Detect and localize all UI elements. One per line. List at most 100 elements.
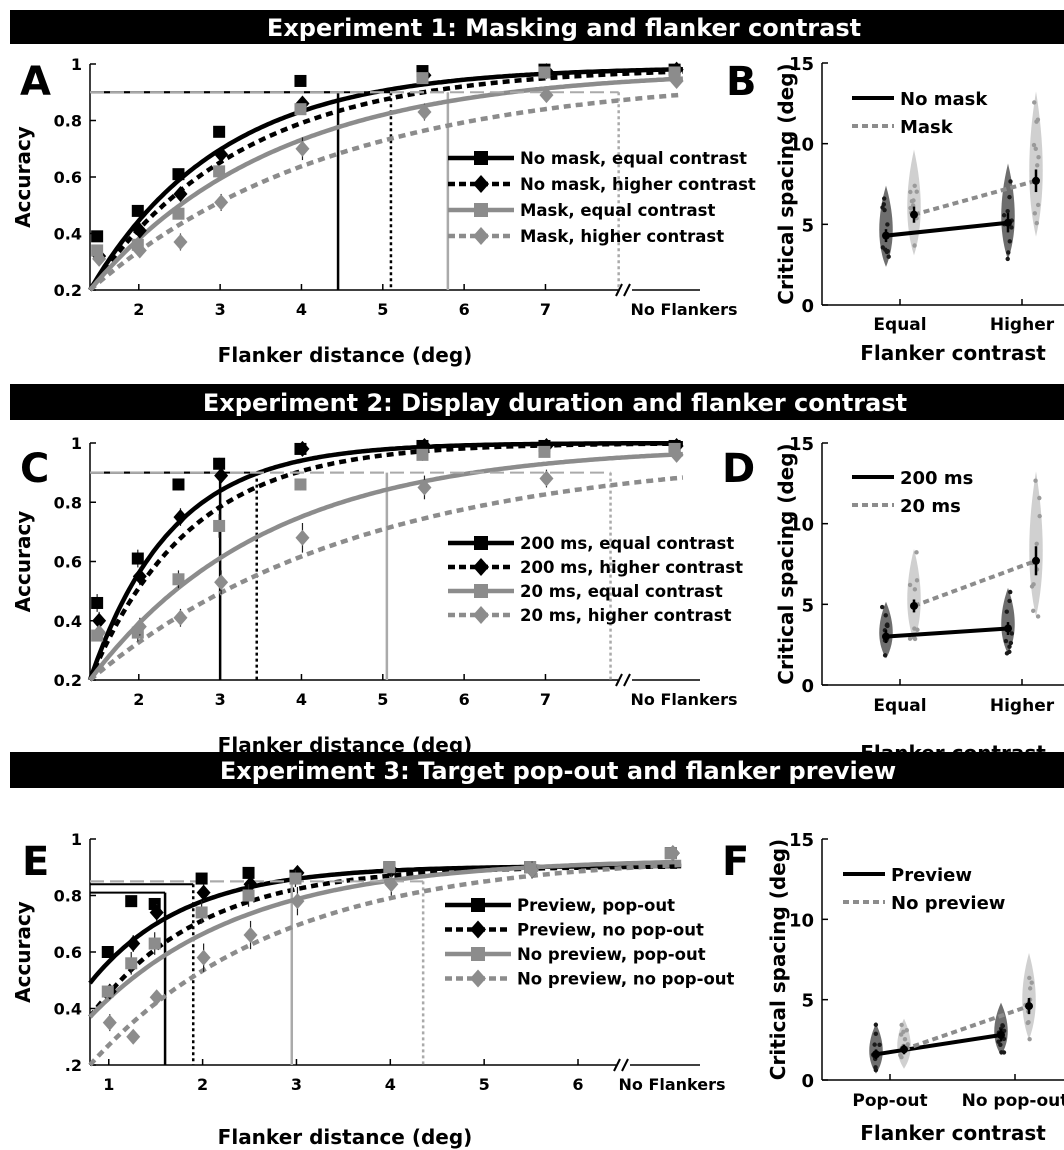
x-axis-title: Flanker contrast <box>860 741 1046 765</box>
x-tick-label: 3 <box>215 300 226 319</box>
participant-dot <box>998 1042 1003 1048</box>
x-tick-label: 1 <box>103 1075 114 1094</box>
participant-dot <box>873 1022 879 1027</box>
participant-dot <box>905 1042 910 1047</box>
participant-dot <box>873 1031 879 1036</box>
y-tick-label: 0.4 <box>54 1000 82 1019</box>
participant-dot <box>882 207 887 213</box>
marker-diamond <box>384 876 399 893</box>
participant-dot <box>1027 986 1033 991</box>
x-tick-label: 5 <box>479 1075 490 1094</box>
participant-dot <box>1037 495 1042 501</box>
participant-dot <box>908 189 913 195</box>
y-tick-label: 1 <box>71 434 82 453</box>
legend-label: 200 ms, equal contrast <box>520 534 734 553</box>
x-tick-label: 2 <box>133 300 144 319</box>
legend-marker-diamond <box>473 175 489 193</box>
violin <box>1001 587 1015 654</box>
legend-marker-diamond <box>473 227 489 245</box>
marker-square <box>125 895 138 908</box>
legend-label: 20 ms <box>900 496 961 517</box>
y-axis-title: Accuracy <box>11 126 35 228</box>
fit-curve-2 <box>88 451 684 682</box>
participant-dot <box>1009 631 1015 636</box>
y-tick-label: 10 <box>789 910 814 931</box>
panel-letter-d: D <box>722 446 755 492</box>
marker-diamond <box>102 1014 117 1031</box>
participant-dot <box>1005 256 1010 262</box>
x-tick-label: Equal <box>873 696 926 716</box>
x-tick-label: 6 <box>459 300 470 319</box>
x-tick-label-no-flankers: No Flankers <box>618 1075 725 1094</box>
marker-diamond <box>665 845 680 862</box>
y-tick-label: 0.8 <box>54 887 82 906</box>
y-tick-label: 0.2 <box>54 281 82 300</box>
marker-square <box>172 478 185 491</box>
fit-curve-0 <box>88 67 683 292</box>
marker-square <box>416 72 429 85</box>
marker-square <box>101 946 114 958</box>
fit-curve-3 <box>88 92 684 292</box>
participant-dot <box>1026 1020 1031 1025</box>
y-axis-title: Accuracy <box>11 511 35 613</box>
mean-point <box>872 1050 880 1059</box>
y-tick-label: 0 <box>801 296 814 317</box>
participant-dot <box>1003 638 1009 644</box>
mean-point <box>910 210 918 219</box>
x-axis-title: Flanker distance (deg) <box>218 733 473 757</box>
legend-label: 200 ms, higher contrast <box>520 558 743 577</box>
mean-point <box>910 601 918 610</box>
chart-panel-d: 0 5 10 15 Equal Higher Flanker contrast Critica… <box>774 434 1064 765</box>
participant-dot <box>1007 649 1012 655</box>
participant-dot <box>1007 239 1012 244</box>
legend-marker-square <box>474 151 488 165</box>
participant-dot <box>1034 119 1039 124</box>
marker-square <box>172 207 185 220</box>
x-tick-label: 6 <box>572 1075 583 1094</box>
x-tick-label: 5 <box>377 300 388 319</box>
mean-line <box>885 220 1009 238</box>
participant-dot <box>1008 640 1014 646</box>
participant-dot <box>912 183 917 188</box>
marker-square <box>538 66 551 79</box>
marker-diamond <box>525 862 540 879</box>
legend-marker-square <box>474 203 488 217</box>
participant-dot <box>898 1052 903 1058</box>
marker-diamond <box>149 989 164 1006</box>
legend-marker-square <box>471 898 485 912</box>
marker-square <box>125 957 138 970</box>
participant-dot <box>885 249 890 254</box>
marker-diamond <box>295 140 310 157</box>
x-tick-label: No pop-out <box>962 1091 1064 1111</box>
banner-3 <box>10 752 1064 788</box>
banner-2-text: Experiment 2: Display duration and flank… <box>203 389 907 417</box>
fit-curve-3 <box>88 862 682 1067</box>
fit-curve-1 <box>88 69 683 292</box>
participant-dot <box>1000 1023 1005 1028</box>
mean-line <box>885 626 1009 639</box>
participant-dot <box>1032 100 1037 105</box>
x-axis-title: Flanker contrast <box>860 341 1046 365</box>
marker-square <box>416 448 429 461</box>
participant-dot <box>1032 211 1038 216</box>
panel-letter-c: C <box>20 446 49 492</box>
marker-square <box>538 445 551 458</box>
x-tick-label-no-flankers: No Flankers <box>630 690 737 709</box>
fit-curve-2 <box>88 76 683 292</box>
marker-square <box>195 906 208 919</box>
fit-curve-1 <box>88 864 682 1019</box>
marker-square <box>172 168 185 181</box>
legend-label: No mask, equal contrast <box>520 149 747 168</box>
participant-dot <box>912 587 918 592</box>
participant-dot <box>907 582 913 588</box>
chart-panel-e: .2 0.4 0.6 0.8 1 1 2 3 4 5 6 No Flankers Flanker dis… <box>11 830 735 1149</box>
marker-diamond <box>92 250 107 267</box>
x-axis-title: Flanker distance (deg) <box>218 1125 473 1149</box>
legend-marker-diamond <box>470 969 486 988</box>
participant-dot <box>1004 609 1009 614</box>
y-tick-label: 15 <box>789 830 814 851</box>
legend-label: No preview <box>891 893 1005 914</box>
legend-label: No preview, no pop-out <box>517 970 735 989</box>
participant-dot <box>1034 541 1039 547</box>
